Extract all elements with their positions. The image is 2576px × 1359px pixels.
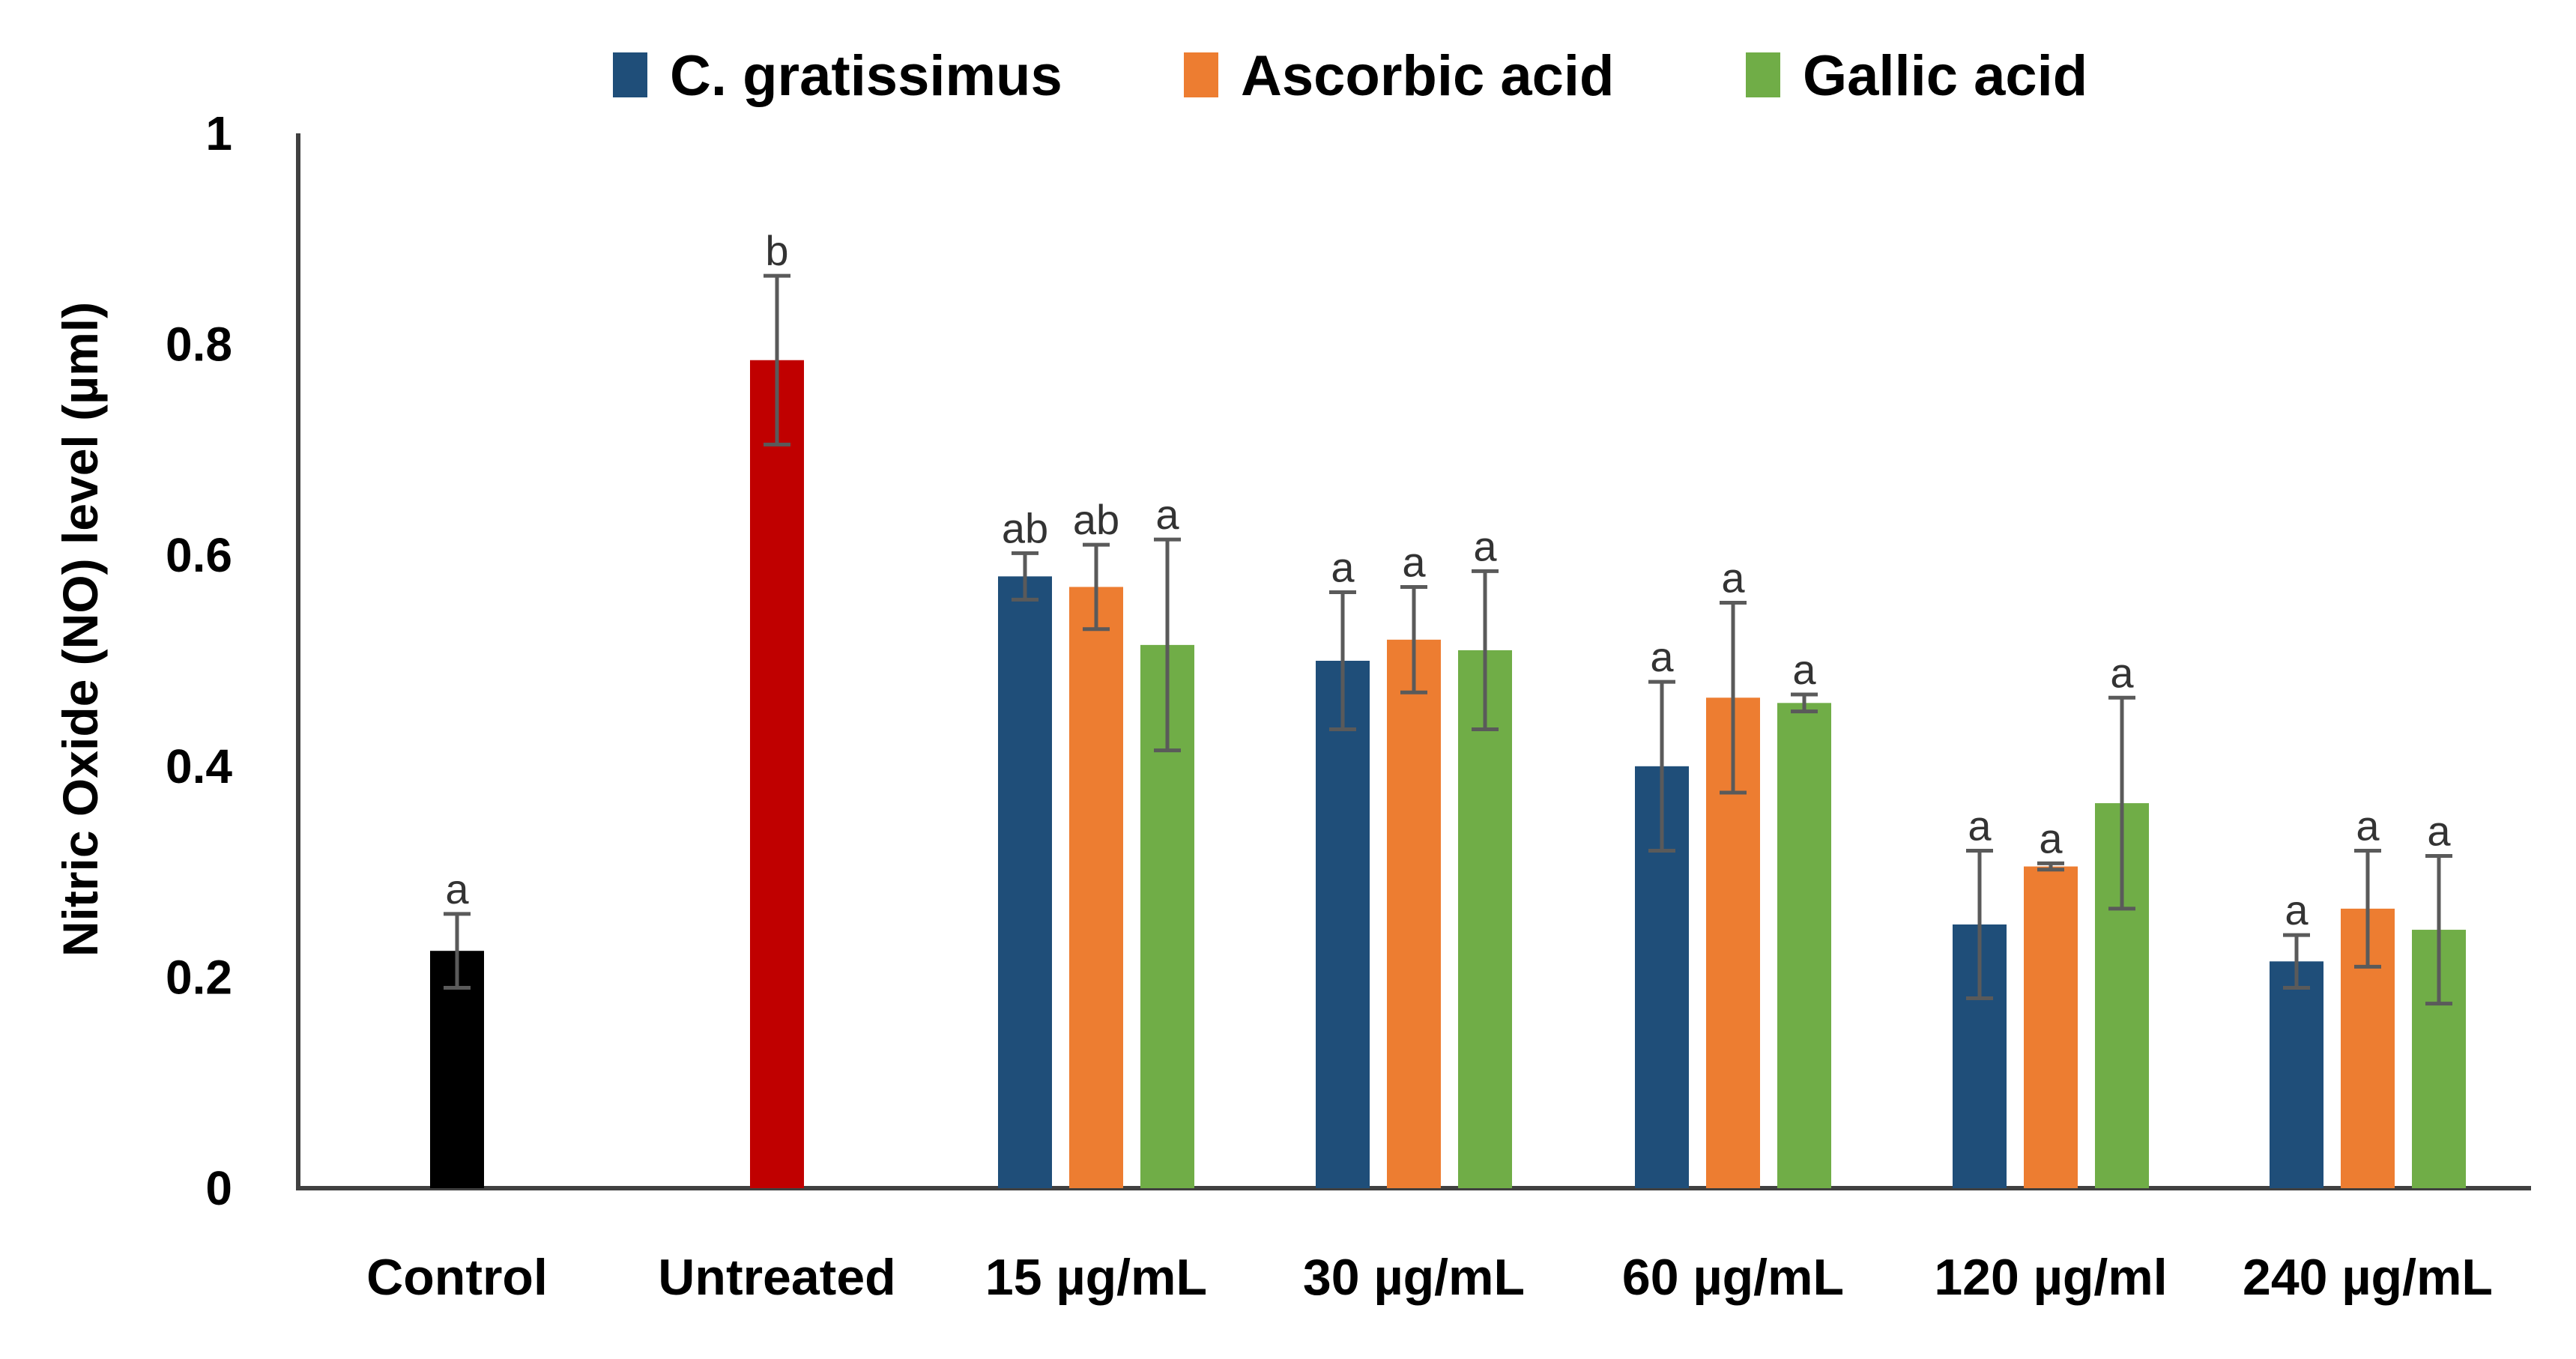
significance-label: a (1721, 554, 1745, 602)
y-tick-label: 0.2 (166, 950, 232, 1004)
significance-label: a (1402, 538, 1426, 585)
error-bar (2283, 933, 2310, 990)
error-bar (2354, 848, 2381, 969)
bars (430, 360, 2466, 1189)
y-axis-label: Nitric Oxide (NO) level (µml) (52, 302, 108, 957)
x-tick-label: 120 µg/ml (1934, 1249, 2167, 1306)
error-bars (444, 273, 2452, 1006)
legend-label: Gallic acid (1803, 44, 2087, 108)
y-tick-label: 0 (205, 1161, 232, 1215)
significance-label: a (445, 865, 469, 912)
significance-label: a (1650, 633, 1674, 680)
y-tick-label: 0.6 (166, 528, 232, 582)
x-tick-label: 30 µg/mL (1303, 1249, 1525, 1306)
significance-label: a (2039, 814, 2063, 862)
legend: C. gratissimus Ascorbic acid Gallic acid (613, 44, 2087, 108)
x-tick-label: 240 µg/mL (2243, 1249, 2493, 1306)
legend-swatch (1746, 52, 1780, 97)
significance-label: ab (1002, 504, 1048, 551)
error-bar (1329, 590, 1356, 732)
error-bar (1966, 848, 1993, 1001)
y-tick-labels: 0 0.2 0.4 0.6 0.8 1 (166, 106, 232, 1215)
x-tick-label: 15 µg/mL (985, 1249, 1207, 1306)
legend-label: Ascorbic acid (1241, 44, 1614, 108)
error-bar (1720, 601, 1747, 795)
bar (1069, 587, 1123, 1188)
error-bar (764, 273, 790, 447)
y-tick-label: 1 (205, 106, 232, 160)
significance-label: a (2285, 886, 2309, 933)
legend-item: C. gratissimus (613, 44, 1062, 108)
significance-label: b (765, 227, 788, 274)
x-tick-label: 60 µg/mL (1622, 1249, 1844, 1306)
x-tick-label: Control (366, 1249, 548, 1306)
significance-label: a (2110, 649, 2134, 696)
bar-control (430, 951, 484, 1188)
bar-untreated (750, 360, 804, 1189)
error-bar (1472, 569, 1499, 732)
error-bar (1012, 551, 1038, 602)
bar (1387, 639, 1441, 1188)
error-bar (1791, 692, 1818, 714)
significance-label: ab (1073, 496, 1119, 543)
error-bar (1083, 542, 1110, 632)
error-bar (1154, 537, 1181, 753)
error-bar (1400, 584, 1427, 694)
error-bar (2108, 695, 2135, 911)
significance-label: a (1331, 543, 1355, 590)
x-tick-labels: Control Untreated 15 µg/mL 30 µg/mL 60 µg/mL… (366, 1249, 2493, 1306)
y-tick-label: 0.8 (166, 318, 232, 372)
significance-label: a (2356, 802, 2380, 849)
legend-item: Ascorbic acid (1184, 44, 1614, 108)
bar (1777, 703, 1831, 1188)
y-tick-label: 0.4 (166, 739, 232, 793)
significance-label: a (2427, 807, 2451, 854)
bar (998, 576, 1052, 1188)
significance-label: a (1473, 522, 1497, 569)
error-bar (1648, 680, 1675, 853)
error-bar (444, 912, 471, 990)
bar (2270, 961, 2323, 1188)
significance-label: a (1968, 802, 1992, 849)
legend-swatch (613, 52, 647, 97)
significance-label: a (1792, 646, 1816, 693)
error-bar (2425, 853, 2452, 1006)
x-tick-label: Untreated (658, 1249, 895, 1306)
legend-swatch (1184, 52, 1218, 97)
error-bar (2037, 861, 2064, 872)
legend-item: Gallic acid (1746, 44, 2087, 108)
bar (2024, 866, 2078, 1188)
bar (1316, 661, 1370, 1188)
bar (1458, 650, 1512, 1188)
significance-label: a (1155, 491, 1179, 538)
legend-label: C. gratissimus (670, 44, 1062, 108)
